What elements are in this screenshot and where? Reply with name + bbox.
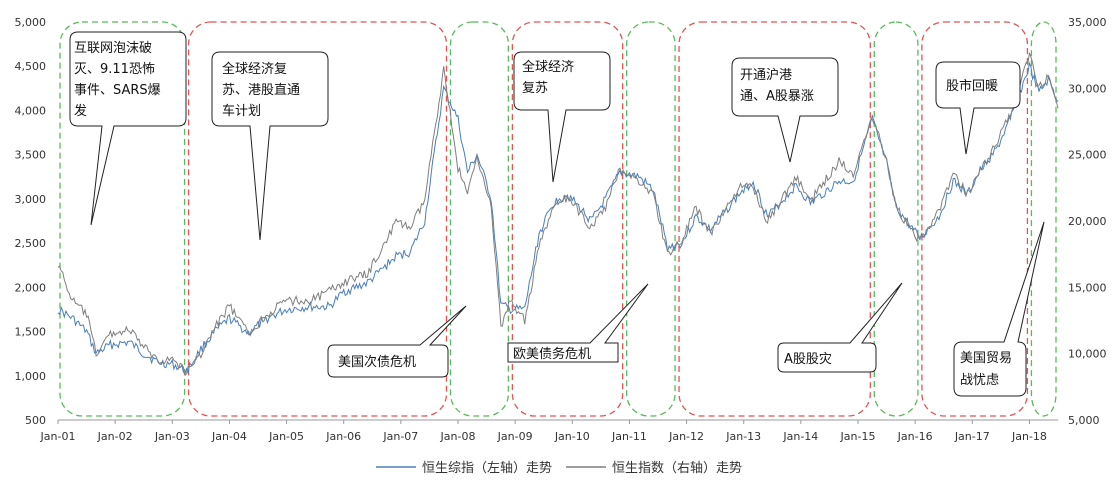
annotation-line: 互联网泡沫破 [74,41,152,56]
right-axis-ticks: 5,000 10,000 15,000 20,000 25,000 30,000 35,00… [1068,16,1107,427]
x-tick-label: Jan-16 [897,430,933,443]
annotation-trade-war: 美国贸易 战忧虑 [953,221,1045,397]
x-tick-label: Jan-04 [211,430,247,443]
annotation-trade-war-text: 美国贸易 战忧虑 [960,351,1016,388]
y-left-tick-label: 3,000 [15,193,47,206]
annotation-line: 事件、SARS爆 [74,83,161,98]
y-right-tick-label: 20,000 [1068,215,1107,228]
annotation-line: 开通沪港 [740,67,792,83]
x-tick-label: Jan-10 [554,430,590,443]
y-left-tick-label: 2,500 [15,237,47,250]
y-left-tick-label: 4,000 [15,104,47,117]
y-right-tick-label: 10,000 [1068,348,1107,361]
y-left-tick-label: 2,000 [15,281,47,294]
y-left-tick-label: 500 [25,414,46,427]
x-tick-label: Jan-07 [382,430,418,443]
annotation-dotcom-bust: 互联网泡沫破 灭、9.11恐怖 事件、SARS爆 发 [69,31,187,226]
y-left-tick-label: 4,500 [15,60,47,73]
x-tick-label: Jan-01 [40,430,76,443]
annotation-line: 灭、9.11恐怖 [74,61,155,77]
annotation-line: 苏、港股直通 [222,82,300,98]
left-axis-ticks: 500 1,000 1,500 2,000 2,500 3,000 3,500 4,000 4,… [15,16,47,427]
x-tick-label: Jan-12 [668,430,704,443]
annotation-connect-text: 开通沪港 通、A股暴涨 [740,67,814,104]
annotation-line: 复苏 [522,80,548,96]
legend-label-hsi: 恒生指数（右轴）走势 [612,460,742,476]
x-tick-labels: Jan-01 Jan-02 Jan-03 Jan-04 Jan-05 Jan-06 Jan-… [40,420,1047,443]
annotation-recovery-2: 全球经济 复苏 [513,51,611,183]
x-tick-label: Jan-05 [268,430,304,443]
legend-label-hsci: 恒生综指（左轴）走势 [422,460,552,476]
region-6 [873,21,919,417]
annotation-line: 欧美债务危机 [513,346,591,362]
annotation-line: A股股灾 [784,351,832,367]
y-left-tick-label: 1,000 [15,370,47,383]
region-4 [626,21,676,417]
annotation-line: 通、A股暴涨 [740,89,814,104]
region-1 [187,21,448,417]
y-left-tick-label: 3,500 [15,149,47,162]
region-0 [59,21,186,417]
x-tick-label: Jan-03 [154,430,190,443]
annotation-recovery-2-text: 全球经济 复苏 [522,59,578,96]
region-5 [678,21,871,417]
annotation-line: 发 [74,103,87,119]
x-tick-label: Jan-11 [611,430,647,443]
annotation-debt-crisis: 欧美债务危机 [507,283,649,363]
region-2 [449,21,510,417]
series-line-hsi [57,52,1059,377]
annotation-subprime-text: 美国次债危机 [338,354,416,370]
y-right-tick-label: 30,000 [1068,82,1107,95]
x-tick-label: Jan-13 [725,430,761,443]
annotation-debt-crisis-text: 欧美债务危机 [513,346,591,362]
y-right-tick-label: 25,000 [1068,149,1107,162]
annotation-line: 战忧虑 [960,373,999,388]
annotation-rebound-text: 股市回暖 [946,78,998,94]
y-right-tick-label: 15,000 [1068,281,1107,294]
annotation-recovery-1-text: 全球经济复 苏、港股直通 车计划 [222,61,304,119]
annotation-line: 全球经济 [522,59,574,75]
y-left-tick-label: 5,000 [15,16,47,29]
x-tick-label: Jan-15 [840,430,876,443]
x-tick-label: Jan-09 [497,430,533,443]
region-3 [511,21,624,417]
annotation-line: 车计划 [222,103,261,119]
annotation-crash-text: A股股灾 [784,351,832,367]
series-layer [57,52,1059,377]
x-tick-label: Jan-02 [97,430,133,443]
y-right-tick-label: 5,000 [1068,414,1100,427]
annotation-recovery-1: 全球经济复 苏、港股直通 车计划 [211,51,329,241]
y-right-tick-label: 35,000 [1068,16,1107,29]
legend: 恒生综指（左轴）走势 恒生指数（右轴）走势 [376,460,742,476]
regions-layer [59,21,1057,417]
annotation-line: 美国次债危机 [338,354,416,370]
x-tick-label: Jan-14 [782,430,818,443]
annotation-crash: A股股灾 [777,282,903,373]
x-tick-label: Jan-06 [325,430,361,443]
annotation-line: 美国贸易 [960,351,1012,366]
x-tick-label: Jan-18 [1011,430,1047,443]
y-left-tick-label: 1,500 [15,326,47,339]
x-tick-label: Jan-17 [954,430,990,443]
annotation-subprime: 美国次债危机 [327,305,467,378]
annotation-line: 股市回暖 [946,78,998,94]
x-tick-label: Jan-08 [440,430,476,443]
annotation-dotcom-bust-text: 互联网泡沫破 灭、9.11恐怖 事件、SARS爆 发 [74,41,165,119]
annotation-line: 全球经济复 [222,61,287,77]
annotation-rebound: 股市回暖 [935,61,1021,155]
region-8 [1030,21,1057,417]
region-7 [921,21,1029,417]
annotation-connect: 开通沪港 通、A股暴涨 [731,57,839,163]
callouts-layer: 互联网泡沫破 灭、9.11恐怖 事件、SARS爆 发 全球经济复 苏、港股直通 … [69,31,1045,397]
